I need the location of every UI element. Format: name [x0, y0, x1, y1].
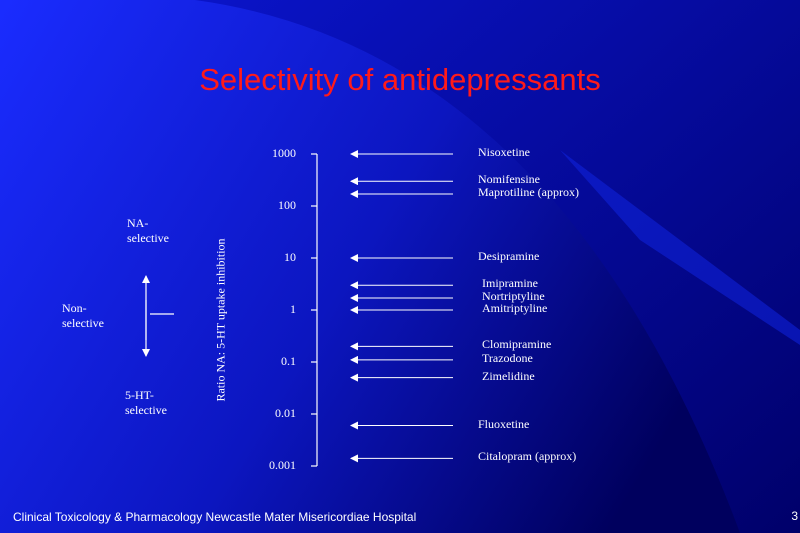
footer-text: Clinical Toxicology & Pharmacology Newca…	[13, 510, 417, 524]
drug-label: Fluoxetine	[478, 416, 530, 431]
na-selective-label: NA- selective	[127, 216, 169, 246]
drug-label: Clomipramine	[482, 337, 552, 352]
page-number: 3	[791, 509, 798, 523]
non-selective-line-1: Non-	[62, 301, 87, 315]
drug-label: Nomifensine	[478, 172, 540, 187]
non-selective-label: Non- selective	[62, 301, 104, 331]
drug-label: Desipramine	[478, 249, 540, 263]
drug-label: Citalopram (approx)	[478, 449, 577, 464]
drug-label: Nortriptyline	[482, 289, 545, 304]
drug-label: Trazodone	[482, 350, 533, 365]
drug-label: Zimelidine	[482, 368, 535, 383]
tick-label: 1000	[272, 146, 296, 160]
drug-label: Amitriptyline	[482, 301, 548, 315]
ht-selective-label: 5-HT- selective	[125, 388, 167, 418]
tick-label: 1	[290, 302, 296, 316]
slide-title: Selectivity of antidepressants	[199, 62, 601, 97]
non-selective-line-2: selective	[62, 316, 104, 330]
tick-label: 10	[284, 250, 296, 264]
drug-label: Imipramine	[482, 276, 538, 291]
tick-label: 100	[278, 198, 296, 212]
tick-label: 0.001	[269, 458, 296, 472]
ht-selective-line-1: 5-HT-	[125, 388, 154, 402]
axis-label: Ratio NA: 5-HT uptake inhibition	[213, 238, 228, 402]
tick-label: 0.1	[281, 354, 296, 368]
na-selective-line-2: selective	[127, 231, 169, 245]
drug-label: Maprotiline (approx)	[478, 185, 579, 200]
tick-label: 0.01	[275, 406, 296, 420]
drug-label: Nisoxetine	[478, 145, 530, 159]
na-selective-line-1: NA-	[127, 216, 149, 230]
tick-marks	[311, 153, 317, 467]
ht-selective-line-2: selective	[125, 403, 167, 417]
drug-arrows	[350, 150, 453, 463]
